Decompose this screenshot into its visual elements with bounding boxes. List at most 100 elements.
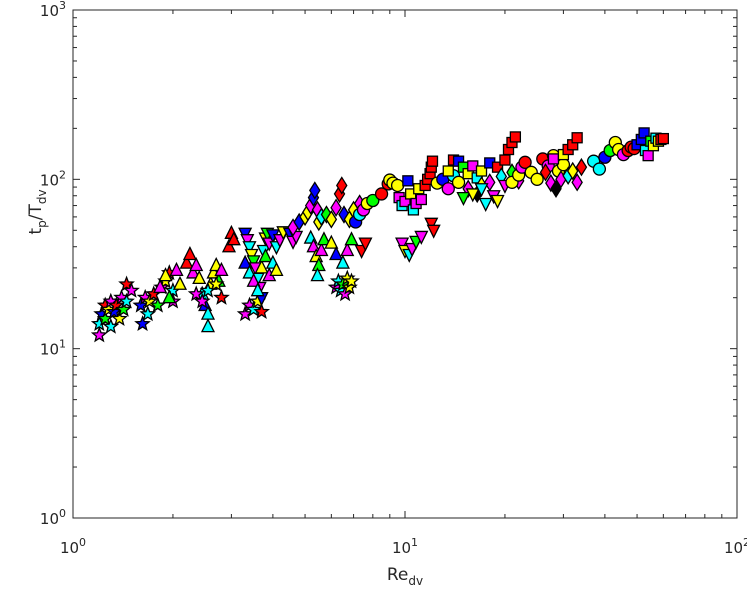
data-point-triangle-up — [186, 264, 201, 279]
y-tick-label: 101 — [40, 338, 66, 359]
data-point-star — [253, 302, 270, 319]
data-point-circle — [451, 175, 466, 189]
data-point-triangle-up — [158, 267, 173, 282]
data-point-triangle-up — [258, 248, 273, 263]
data-point-triangle-up — [214, 261, 229, 277]
data-point-square — [571, 132, 583, 144]
data-point-square — [475, 165, 488, 177]
y-tick-label: 102 — [40, 168, 66, 189]
data-point-triangle-down — [358, 237, 373, 252]
data-point-triangle-up — [250, 282, 265, 297]
data-point-square — [426, 155, 439, 167]
data-point-circle — [592, 162, 607, 176]
data-point-triangle-up — [200, 318, 216, 333]
data-point-triangle-down — [426, 224, 441, 239]
data-point-triangle-up — [246, 272, 261, 287]
y-axis-label: tp/Tdv — [26, 189, 49, 234]
data-point-triangle-up — [344, 231, 359, 246]
data-point-triangle-up — [221, 238, 237, 253]
data-point-diamond — [330, 198, 342, 217]
data-point-square — [442, 165, 454, 177]
y-axis-label-sub: dv — [35, 189, 49, 204]
x-tick-label: 100 — [60, 536, 86, 557]
data-point-circle — [441, 182, 455, 196]
tick-labels: 100 101 102 100 101 102 103 — [40, 0, 747, 557]
data-point-square — [642, 149, 654, 162]
data-point-triangle-down — [456, 191, 471, 207]
data-point-triangle-up — [314, 242, 329, 257]
data-point-triangle-down — [478, 197, 493, 212]
y-axis-label-main: /T — [26, 204, 46, 221]
data-point-triangle-down — [490, 194, 505, 209]
data-point-star — [107, 296, 125, 313]
data-point-square — [638, 127, 650, 139]
data-point-square — [509, 131, 522, 143]
data-point-star — [118, 292, 135, 309]
data-point-square — [399, 195, 411, 208]
x-axis-label-main: Re — [387, 565, 409, 585]
y-tick-label: 103 — [40, 0, 66, 20]
data-point-star — [207, 275, 225, 292]
data-point-star — [115, 300, 132, 317]
data-point-square — [491, 161, 504, 173]
data-point-diamond — [566, 161, 579, 181]
data-point-triangle-up — [192, 269, 207, 285]
data-point-triangle-up — [182, 246, 197, 261]
data-point-triangle-up — [335, 254, 350, 269]
data-point-circle — [374, 187, 389, 201]
data-point-square — [547, 153, 560, 165]
data-point-triangle-up — [179, 254, 194, 269]
data-point-triangle-up — [169, 261, 184, 277]
data-point-triangle-up — [238, 254, 253, 269]
data-point-diamond — [550, 179, 562, 198]
data-point-diamond — [575, 157, 588, 177]
data-point-star — [193, 292, 211, 309]
data-point-triangle-up — [254, 259, 269, 274]
data-markers — [90, 127, 669, 343]
data-point-triangle-up — [200, 305, 216, 320]
data-point-star — [187, 285, 205, 302]
data-point-triangle-down — [414, 230, 429, 245]
data-point-triangle-up — [153, 278, 168, 294]
data-point-circle — [530, 172, 544, 186]
data-point-star — [123, 281, 140, 298]
plot-area — [72, 9, 738, 519]
data-point-circle — [366, 193, 380, 208]
data-point-triangle-down — [246, 255, 261, 270]
data-point-diamond — [325, 210, 338, 229]
data-point-diamond — [571, 173, 583, 192]
data-point-triangle-up — [310, 267, 325, 282]
x-axis-label-sub: dv — [408, 574, 423, 588]
x-tick-label: 102 — [724, 536, 747, 557]
data-point-star — [90, 326, 108, 343]
data-point-triangle-down — [465, 188, 480, 203]
data-point-triangle-up — [329, 246, 344, 261]
data-point-triangle-down — [474, 183, 489, 198]
data-point-triangle-up — [324, 234, 339, 249]
y-axis-label-sub: p — [35, 220, 49, 228]
data-point-triangle-down — [424, 217, 439, 232]
data-point-diamond — [336, 176, 348, 195]
data-point-triangle-up — [269, 261, 284, 277]
data-point-star — [134, 315, 151, 332]
data-point-star — [132, 296, 150, 313]
data-point-star — [111, 309, 128, 326]
data-point-triangle-up — [172, 275, 188, 290]
y-tick-label: 100 — [40, 507, 66, 528]
data-point-triangle-down — [242, 241, 257, 256]
x-tick-label: 101 — [392, 536, 418, 557]
data-point-triangle-up — [242, 264, 257, 279]
data-point-triangle-up — [189, 257, 204, 272]
data-point-diamond — [309, 181, 321, 200]
data-point-triangle-up — [316, 231, 332, 246]
data-point-star — [213, 288, 230, 305]
data-point-triangle-down — [240, 234, 255, 249]
data-point-square — [402, 175, 414, 187]
axis-ticks — [72, 9, 738, 519]
data-point-triangle-up — [340, 242, 355, 257]
data-point-triangle-up — [226, 231, 241, 246]
data-point-square — [415, 193, 427, 206]
x-axis-label: Redv — [387, 565, 423, 588]
data-point-star — [245, 300, 262, 317]
